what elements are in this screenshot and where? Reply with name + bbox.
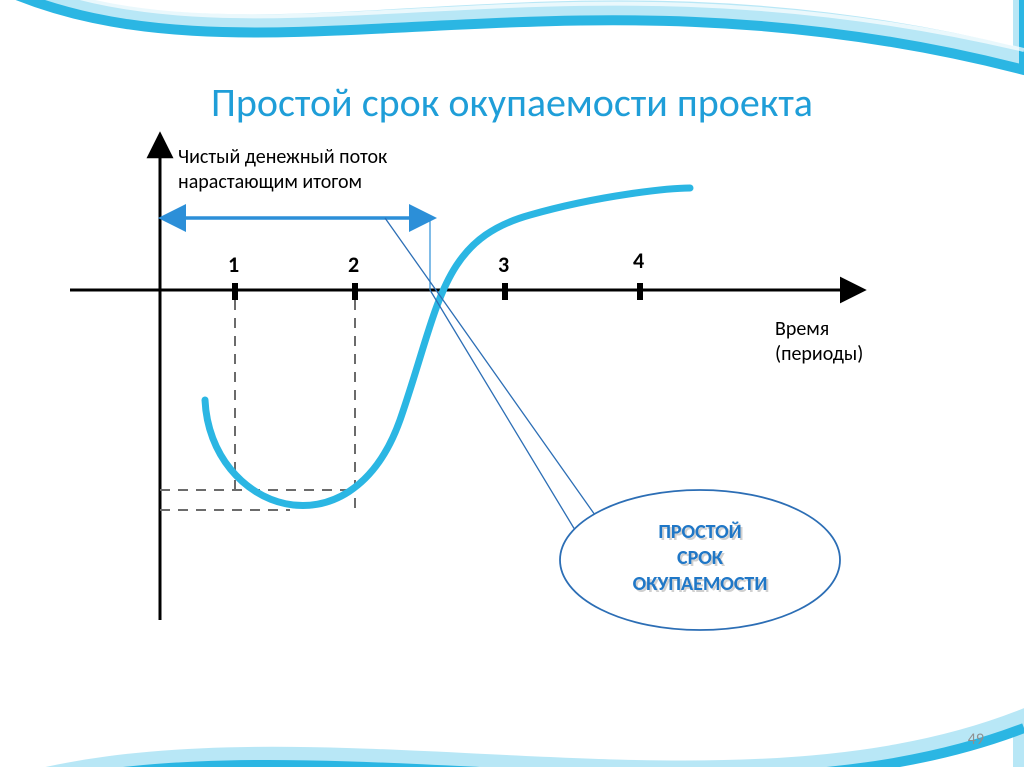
- cashflow-curve: [205, 188, 690, 506]
- callout-line-1: ПРОСТОЙ: [658, 520, 741, 544]
- footer-wave: [0, 720, 1024, 767]
- callout-line-2: СРОК: [677, 546, 724, 570]
- tick-2: 2: [348, 251, 359, 278]
- page-number: 49: [968, 730, 984, 749]
- y-axis-label-2: нарастающим итогом: [178, 170, 362, 194]
- x-axis-label-2: (периоды): [775, 342, 863, 366]
- x-axis-label-1: Время: [775, 317, 829, 341]
- y-axis-label-1: Чистый денежный поток: [178, 145, 388, 169]
- header-wave: [0, 0, 1024, 70]
- dashed-lines: [160, 300, 355, 515]
- tick-1: 1: [228, 251, 239, 278]
- callout: ПРОСТОЙ ПРОСТОЙ СРОК СРОК ОКУПАЕМОСТИ ОК…: [385, 218, 840, 630]
- tick-4: 4: [633, 247, 644, 274]
- diagram-svg: 1 2 3 4 Чистый денежный поток нарастающи…: [0, 0, 1024, 767]
- callout-line-3: ОКУПАЕМОСТИ: [633, 572, 768, 596]
- tick-3: 3: [498, 251, 509, 278]
